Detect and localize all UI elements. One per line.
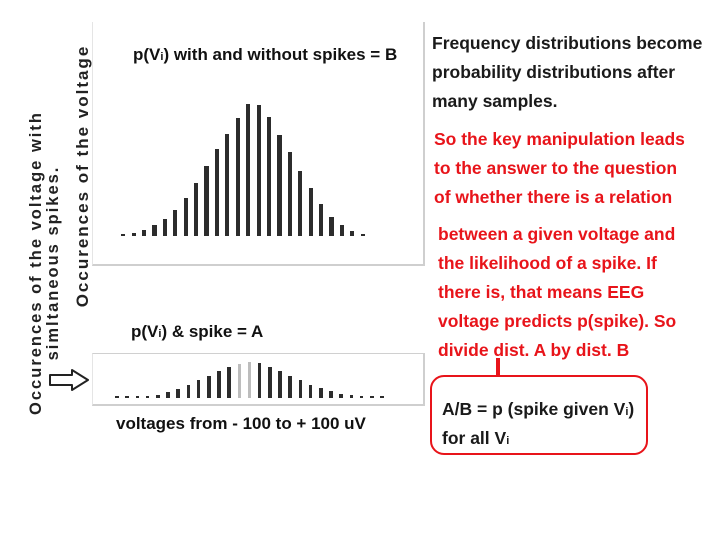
bar (145, 395, 150, 398)
bar (308, 188, 313, 236)
hollow-right-arrow-icon (49, 369, 89, 391)
bar (162, 219, 167, 236)
bottom-chart-plot (112, 362, 387, 398)
text-line: for all Vi (442, 428, 510, 448)
text-para-1: Frequency distributions become probabilit… (432, 29, 702, 116)
bar (298, 380, 303, 398)
bar (339, 393, 343, 398)
bar (225, 133, 230, 236)
text-line: there is, that means EEG (438, 282, 645, 302)
bar (268, 366, 272, 398)
bar (380, 396, 384, 398)
x-axis-label: voltages from - 100 to + 100 uV (116, 414, 366, 433)
bar (125, 396, 130, 398)
bar (121, 234, 126, 236)
bar (206, 375, 211, 398)
top-chart-title: p(Vi) with and without spikes = B (133, 45, 398, 64)
bar (369, 396, 374, 398)
bar (194, 183, 199, 236)
top-chart-frame (92, 22, 425, 266)
bar (257, 363, 262, 398)
bar (217, 371, 221, 398)
bar (277, 134, 282, 236)
bar (278, 371, 282, 398)
text-line: probability distributions after (432, 62, 676, 82)
bottom-chart-title: p(Vi) & spike = A (131, 322, 264, 341)
text-line: the likelihood of a spike. If (438, 253, 657, 273)
bar (227, 366, 231, 398)
bar (237, 364, 242, 398)
bar (235, 117, 240, 236)
text-line: A/B = p (spike given Vi) (442, 399, 635, 419)
bar (196, 380, 201, 398)
text-line: So the key manipulation leads (434, 129, 685, 149)
bar (308, 384, 313, 398)
text-para-2: So the key manipulation leads to the answ… (434, 125, 685, 212)
bar (186, 384, 191, 398)
text-line: between a given voltage and (438, 224, 676, 244)
bottom-chart-frame (92, 353, 425, 406)
bar (173, 209, 178, 236)
bar (176, 389, 180, 398)
formula-box (430, 375, 648, 455)
bar (256, 105, 261, 236)
text-para-3: between a given voltage and the likelihoo… (438, 220, 676, 365)
bar (359, 395, 364, 398)
text-line: to the answer to the question (434, 158, 678, 178)
bar (166, 392, 170, 398)
bar (350, 230, 355, 236)
bar (329, 391, 333, 398)
bar (115, 396, 119, 398)
bar (349, 394, 354, 398)
bar (319, 204, 324, 236)
bar (131, 232, 136, 236)
text-line: divide dist. A by dist. B (438, 340, 630, 360)
bar (156, 394, 160, 398)
bar (204, 166, 209, 236)
bar (298, 170, 303, 236)
y-axis-label-top: Occurences of the voltage (73, 44, 92, 308)
bar (329, 217, 334, 236)
bar (287, 151, 292, 236)
text-line: Frequency distributions become (432, 33, 703, 53)
bar (246, 104, 251, 236)
bar (339, 225, 345, 236)
bar (183, 197, 188, 236)
bar (360, 233, 365, 236)
text-line: voltage predicts p(spike). So (438, 311, 677, 331)
bar (247, 362, 252, 398)
bar (318, 387, 323, 398)
bar (141, 229, 147, 236)
bar (266, 116, 272, 236)
bar (288, 375, 293, 398)
bar (135, 396, 140, 398)
top-chart-plot (118, 104, 368, 236)
bar (214, 149, 220, 236)
text-line: many samples. (432, 91, 558, 111)
text-line: of whether there is a relation (434, 187, 673, 207)
bar (152, 225, 157, 236)
formula-text: A/B = p (spike given Vi) for all Vi (442, 396, 634, 454)
